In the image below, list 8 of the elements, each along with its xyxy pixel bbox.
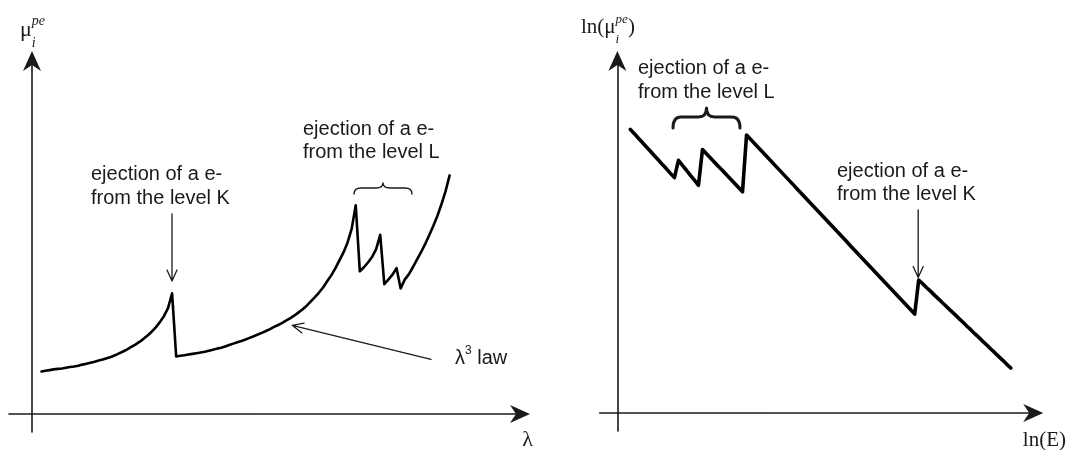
text: ejection of a e- from the level L bbox=[638, 56, 775, 102]
y-axis-title: ln(μ$_{i}$$^{pe}$) bbox=[581, 10, 635, 47]
x-axis-title: ln(E) bbox=[1022, 427, 1066, 450]
text: λ$^{3}$ law bbox=[455, 343, 508, 368]
x-axis-title: λ bbox=[522, 426, 534, 450]
text: ejection of a e- from the level L bbox=[303, 116, 440, 162]
annotation: ejection of a e- from the level K bbox=[91, 162, 231, 208]
annotation: ejection of a e- from the level K bbox=[837, 158, 977, 204]
